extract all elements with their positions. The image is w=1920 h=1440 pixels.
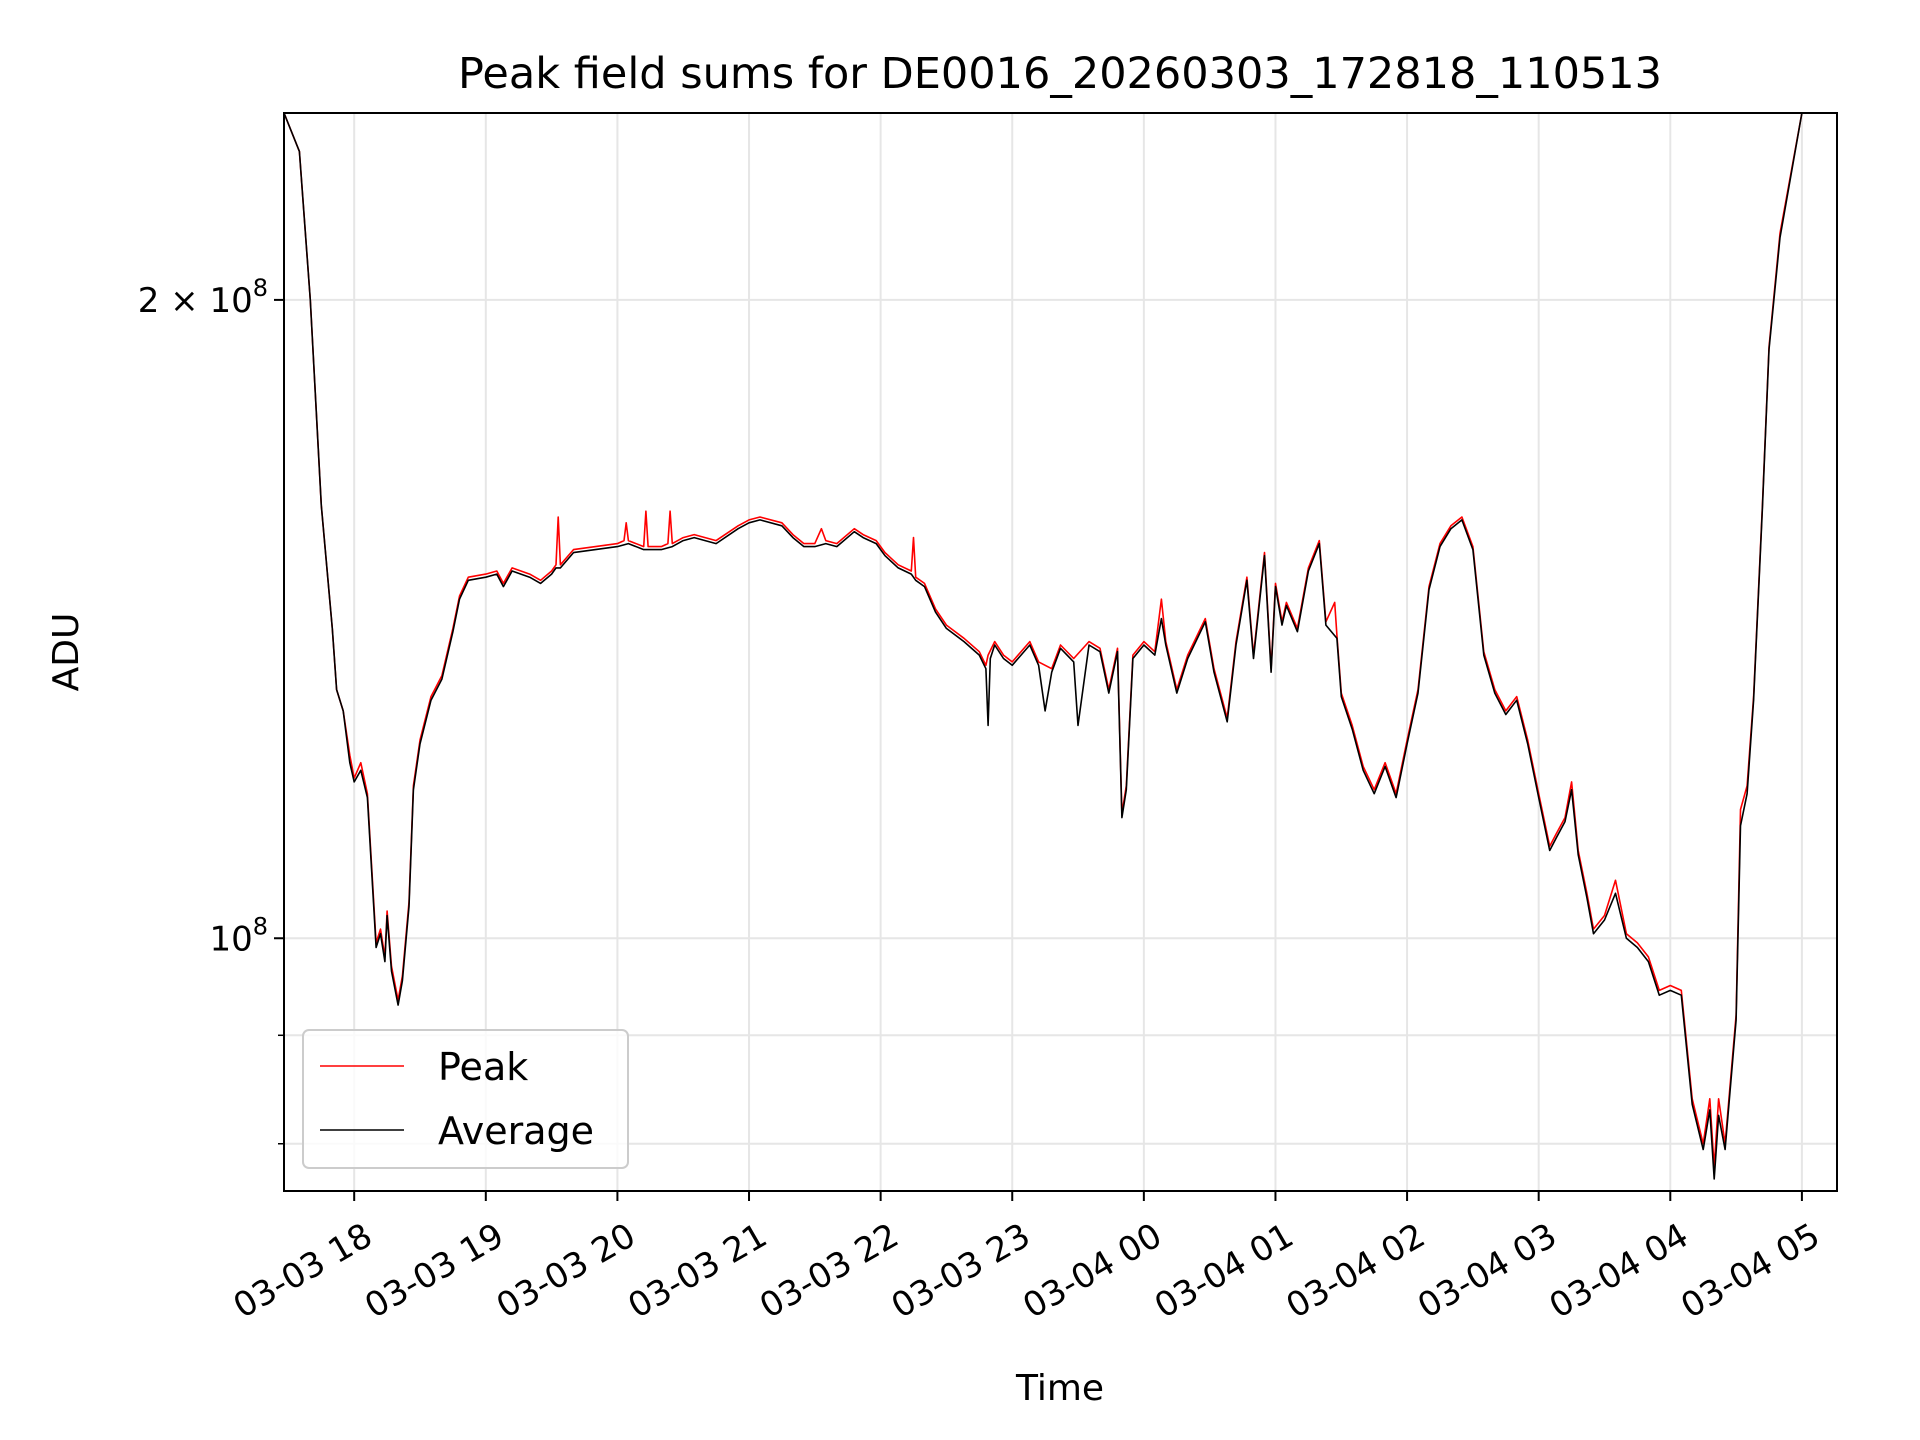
grid [284,113,1837,1191]
x-axis-title: Time [1015,1368,1104,1409]
y-tick-label: 108 [209,912,268,959]
series-line-peak [284,113,1803,1168]
plot-frame [283,112,1838,1192]
y-axis-title: ADU [46,613,87,692]
series-line-average [284,113,1803,1180]
y-axis: 108 2 × 108 [138,274,284,1145]
chart-title: Peak field sums for DE0016_20260303_1728… [458,49,1662,99]
legend-box [302,1029,629,1169]
legend-label-average: Average [438,1109,594,1153]
legend-label-peak: Peak [438,1045,528,1089]
series-layer [284,113,1803,1180]
legend: Peak Average [302,1029,629,1169]
y-tick-label: 2 × 108 [138,274,268,321]
